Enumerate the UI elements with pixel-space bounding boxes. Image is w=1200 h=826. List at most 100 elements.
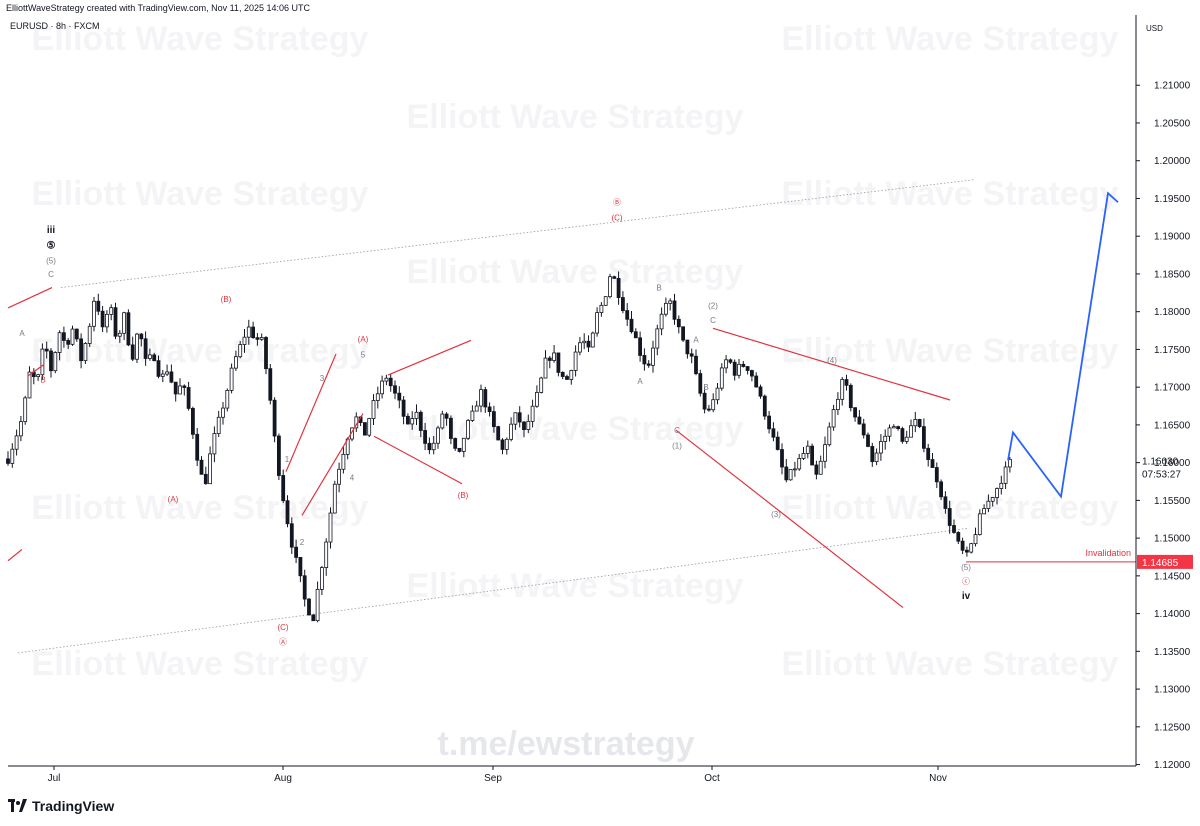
- candle-body: [165, 371, 170, 375]
- price-tick-label: 1.20000: [1154, 156, 1191, 167]
- elliott-label-layer: iii ⑤ (5) C A B (B) (A) (C) Ⓐ 1 2 3 4 5 (A) (B) Ⓑ (C) B A (2)…: [19, 198, 971, 646]
- candle-body: [999, 482, 1004, 489]
- candle-body: [178, 385, 182, 395]
- candle-body: [767, 415, 771, 430]
- candle-body: [117, 332, 122, 337]
- price-chart[interactable]: Elliott Wave Strategy Elliott Wave Strate…: [0, 15, 1200, 791]
- candle-body: [814, 464, 819, 475]
- channel-layer: [17, 179, 976, 654]
- candle-body: [883, 435, 888, 442]
- candle-body: [23, 397, 28, 423]
- trendline: [712, 327, 951, 401]
- candle-body: [173, 381, 178, 395]
- candle-body: [362, 422, 367, 436]
- price-tick-label: 1.13000: [1154, 685, 1191, 696]
- candle-body: [83, 343, 88, 362]
- candle-body: [298, 557, 303, 577]
- candle-body: [255, 337, 260, 340]
- brand-watermark: Elliott Wave Strategy: [782, 175, 1119, 213]
- time-axis[interactable]: Jul Aug Sep Oct Nov: [8, 765, 1136, 784]
- candle-body: [289, 523, 294, 548]
- candle-body: [513, 412, 518, 425]
- candle-body: [57, 332, 62, 353]
- candle-body: [79, 338, 83, 362]
- candle-body: [70, 328, 75, 345]
- tradingview-logo[interactable]: TradingView: [8, 798, 114, 814]
- time-tick-label: Oct: [704, 773, 720, 784]
- candle-body: [251, 326, 256, 339]
- candle-body: [74, 328, 79, 340]
- candle-body: [891, 426, 896, 429]
- candle-body: [603, 296, 608, 306]
- wave-label: A: [19, 329, 25, 338]
- price-tick-label: 1.14000: [1154, 609, 1191, 620]
- candle-body: [436, 427, 440, 444]
- candle-body: [190, 408, 195, 435]
- time-tick-label: Sep: [484, 773, 502, 784]
- candle-body: [259, 337, 264, 340]
- wave-label: (5): [46, 256, 56, 265]
- wave-label: iv: [962, 591, 971, 602]
- candle-body: [62, 332, 66, 341]
- candle-body: [943, 496, 948, 509]
- candle-body: [208, 453, 213, 485]
- candle-body: [466, 420, 471, 439]
- candle-body: [750, 370, 754, 377]
- candle-body: [831, 409, 836, 428]
- candle-body: [969, 543, 974, 553]
- symbol-legend[interactable]: EURUSD · 8h · FXCM: [10, 21, 100, 31]
- candle-body: [375, 393, 380, 401]
- candle-body: [913, 419, 918, 427]
- candle-body: [238, 344, 243, 358]
- candle-body: [500, 439, 505, 450]
- candle-body: [371, 400, 376, 420]
- price-tick-label: 1.17500: [1154, 345, 1191, 356]
- candle-body: [147, 354, 152, 359]
- candle-body: [380, 380, 385, 395]
- candle-body: [160, 373, 165, 377]
- wave-label: (B): [221, 295, 232, 304]
- chart-frame[interactable]: Elliott Wave Strategy Elliott Wave Strate…: [0, 15, 1200, 791]
- currency-label[interactable]: USD: [1146, 24, 1163, 33]
- candle-body: [668, 300, 673, 304]
- candle-body: [689, 353, 694, 357]
- candle-body: [737, 363, 741, 376]
- candle-body: [900, 428, 905, 442]
- wave-label: (1): [672, 441, 682, 450]
- candle-body: [474, 405, 479, 412]
- candle-body: [762, 395, 767, 417]
- candle-body: [1008, 458, 1012, 468]
- candle-body: [982, 508, 986, 515]
- candle-body: [195, 433, 200, 461]
- candle-body: [367, 418, 372, 436]
- candle-body: [681, 326, 685, 341]
- candle-body: [870, 446, 875, 463]
- candle-body: [388, 377, 393, 387]
- candle-body: [909, 425, 913, 438]
- candle-body: [595, 312, 599, 334]
- candle-body: [397, 392, 402, 401]
- candle-body: [659, 313, 664, 330]
- candle-body: [565, 376, 569, 380]
- candle-body: [956, 532, 961, 542]
- candle-body: [216, 416, 221, 434]
- price-tick-label: 1.18500: [1154, 269, 1191, 280]
- candle-body: [947, 508, 952, 526]
- candle-body: [922, 426, 926, 449]
- wave-label: (3): [771, 510, 781, 519]
- candle-body: [487, 406, 492, 413]
- candle-body: [169, 371, 174, 383]
- brand-watermark: Elliott Wave Strategy: [407, 567, 744, 605]
- wave-label: (5): [961, 563, 971, 572]
- price-axis[interactable]: 1.21000 1.20500 1.20000 1.19500 1.19000 1.185…: [1135, 15, 1193, 771]
- candle-body: [805, 445, 810, 454]
- price-tick-label: 1.20500: [1154, 118, 1191, 129]
- candle-body: [27, 371, 32, 399]
- candle-body: [543, 357, 548, 379]
- price-tick-label: 1.18000: [1154, 307, 1191, 318]
- candle-body: [109, 307, 114, 315]
- candle-body: [535, 392, 539, 407]
- candle-body: [633, 331, 638, 339]
- candle-body: [715, 387, 720, 401]
- candle-body: [844, 379, 849, 386]
